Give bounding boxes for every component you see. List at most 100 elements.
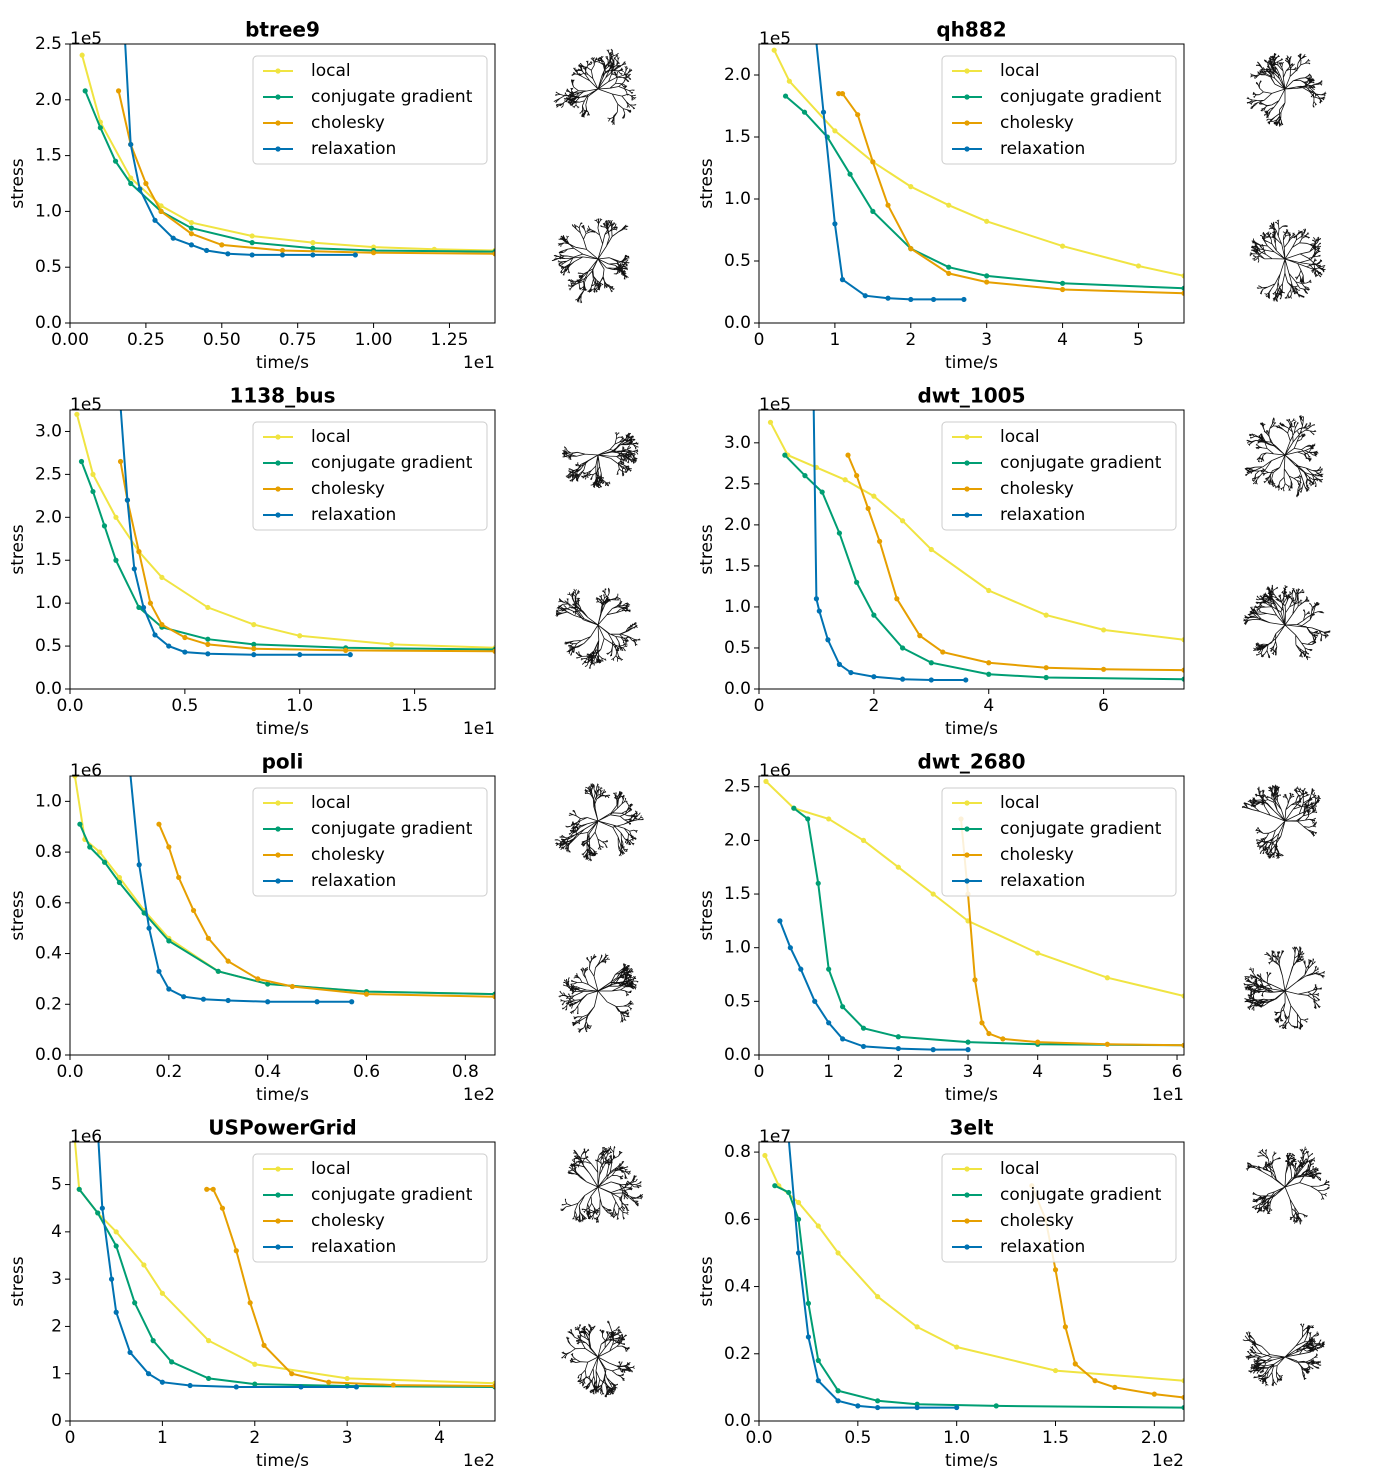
y-tick-label: 1.0 xyxy=(724,597,751,617)
point xyxy=(928,677,934,683)
series-line xyxy=(778,920,968,1051)
graph-drawing xyxy=(551,218,630,304)
y-tick-label: 0.4 xyxy=(35,944,62,964)
y-tick-label: 0.6 xyxy=(35,893,62,913)
point xyxy=(166,643,172,649)
x-tick-label: 1.5 xyxy=(401,696,428,716)
y-tick-label: 1.5 xyxy=(724,884,751,904)
chart-title: btree9 xyxy=(245,18,320,42)
point xyxy=(297,633,303,639)
point xyxy=(1043,665,1049,671)
point xyxy=(839,277,846,283)
x-axis-label: time/s xyxy=(256,353,309,373)
y-tick-label: 0.5 xyxy=(35,257,62,277)
point xyxy=(101,523,108,529)
point xyxy=(855,112,861,118)
point xyxy=(860,837,867,843)
point xyxy=(875,1398,881,1404)
point xyxy=(182,649,188,655)
graph-drawing xyxy=(1245,1146,1330,1225)
plot-area xyxy=(771,44,1184,303)
point xyxy=(961,296,967,303)
point xyxy=(946,202,952,208)
point xyxy=(353,1384,360,1390)
point xyxy=(215,968,221,974)
point xyxy=(1043,612,1049,618)
x-tick-label: 3 xyxy=(963,1062,974,1082)
point xyxy=(895,1045,901,1052)
point xyxy=(917,633,923,639)
x-tick-label: 0 xyxy=(754,696,765,716)
point xyxy=(826,1020,832,1026)
point xyxy=(492,648,495,654)
point xyxy=(899,645,906,651)
point xyxy=(204,247,210,254)
y-tick-label: 2.0 xyxy=(724,515,751,535)
y-tick-label: 3.0 xyxy=(35,421,62,441)
point xyxy=(1181,1378,1184,1384)
legend-label: cholesky xyxy=(311,845,385,865)
legend-marker xyxy=(275,800,281,806)
point xyxy=(1052,1367,1059,1374)
point xyxy=(205,1338,212,1344)
point xyxy=(219,1205,226,1211)
point xyxy=(825,637,831,643)
point xyxy=(79,52,85,58)
y-tick-label: 0.0 xyxy=(724,679,751,699)
series-line xyxy=(75,414,495,649)
point xyxy=(101,859,108,865)
legend-marker xyxy=(964,512,970,518)
x-tick-label: 0.75 xyxy=(279,330,317,350)
y-tick-label: 1.5 xyxy=(35,550,62,570)
chart-title: poli xyxy=(262,750,304,774)
point xyxy=(113,1309,119,1315)
legend-label: local xyxy=(311,793,351,813)
point xyxy=(928,546,934,553)
point xyxy=(984,218,990,224)
point xyxy=(1059,243,1066,249)
point xyxy=(169,1359,175,1365)
legend-marker xyxy=(964,146,970,152)
legend-label: local xyxy=(311,1159,351,1179)
point xyxy=(492,251,495,257)
x-axis-label: time/s xyxy=(945,719,998,739)
point xyxy=(143,180,149,187)
point xyxy=(200,996,207,1002)
point xyxy=(140,604,147,611)
point xyxy=(310,240,316,246)
point xyxy=(127,761,132,766)
point xyxy=(798,966,804,972)
legend-label: relaxation xyxy=(311,871,396,891)
point xyxy=(363,991,370,997)
point xyxy=(836,661,843,667)
point xyxy=(76,1186,82,1192)
y-tick-label: 5 xyxy=(51,1175,62,1195)
point xyxy=(812,998,818,1004)
series-line xyxy=(84,90,495,253)
graph-drawing xyxy=(1246,53,1327,127)
point xyxy=(813,596,820,602)
point xyxy=(875,1404,881,1411)
point xyxy=(97,125,103,131)
point xyxy=(131,566,137,572)
point xyxy=(860,1025,867,1031)
point xyxy=(210,1186,216,1192)
point xyxy=(854,579,860,585)
point xyxy=(954,1404,960,1411)
point xyxy=(877,538,883,544)
legend-marker xyxy=(964,1244,970,1250)
graph-drawing xyxy=(1243,946,1326,1030)
point xyxy=(159,574,165,581)
x-tick-label: 0.4 xyxy=(254,1062,281,1082)
series-line xyxy=(838,92,1184,295)
point xyxy=(182,634,188,641)
point xyxy=(895,864,901,870)
legend-box xyxy=(252,787,488,897)
y-tick-label: 0.8 xyxy=(35,842,62,862)
y-tick-label: 2.5 xyxy=(724,777,751,797)
legend-label: relaxation xyxy=(1000,871,1085,891)
point xyxy=(1181,667,1184,673)
point xyxy=(136,549,142,555)
point xyxy=(188,219,195,226)
point xyxy=(984,279,990,285)
